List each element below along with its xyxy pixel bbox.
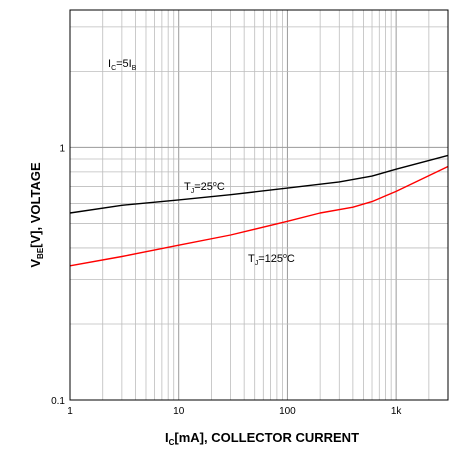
series-label-125c: TJ=125oC — [248, 253, 295, 267]
series-layer — [69, 154, 449, 267]
x-axis-title: IC[mA], COLLECTOR CURRENT — [165, 430, 359, 447]
series-line-125c — [69, 165, 449, 267]
tick-labels: 1 10 100 1k0.11 — [51, 143, 402, 417]
x-tick-label: 10 — [173, 406, 185, 417]
condition-label: IC=5IB — [108, 58, 137, 72]
x-tick-label: 1k — [391, 406, 403, 417]
x-tick-label: 1 — [67, 406, 73, 417]
grid-lines — [70, 10, 448, 400]
series-line-25c — [69, 154, 449, 214]
x-tick-label: 100 — [279, 406, 296, 417]
y-axis-title: VBE[V], VOLTAGE — [28, 162, 45, 268]
series-label-25c: TJ=25oC — [184, 181, 225, 195]
y-tick-label: 0.1 — [51, 396, 65, 407]
plot-frame — [69, 9, 449, 401]
y-tick-label: 1 — [59, 143, 65, 154]
